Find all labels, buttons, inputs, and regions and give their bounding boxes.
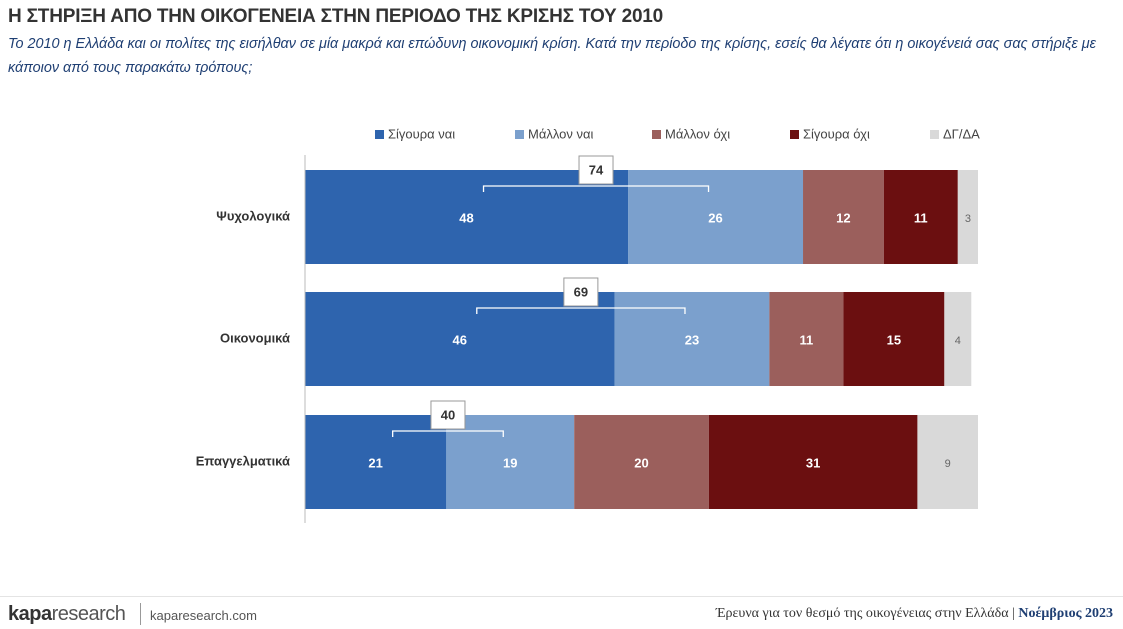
- legend-swatch: [930, 130, 939, 139]
- bracket: [392, 430, 504, 437]
- survey-name: Έρευνα για τον θεσμό της οικογένειας στη…: [715, 606, 1009, 621]
- footer-site: kaparesearch.com: [150, 608, 257, 623]
- value-label: 21: [368, 455, 382, 470]
- logo-suffix: research: [51, 603, 126, 625]
- bar-segment: [769, 292, 844, 386]
- category-label: Επαγγελματικά: [196, 453, 290, 468]
- footer-survey: Έρευνα για τον θεσμό της οικογένειας στη…: [715, 606, 1113, 621]
- footer-divider: [0, 596, 1123, 597]
- bar-segment: [883, 170, 958, 264]
- legend-label: Μάλλον ναι: [528, 126, 594, 141]
- bracket: [482, 185, 710, 192]
- category-label: Οικονομικά: [220, 330, 290, 345]
- total-label: 40: [441, 407, 455, 422]
- chart: Σίγουρα ναι Μάλλον ναι Μάλλον όχι Σίγουρα ό…: [196, 126, 980, 523]
- value-label: 20: [634, 455, 648, 470]
- bar-segment: [917, 415, 978, 509]
- total-label: 74: [589, 162, 604, 177]
- value-label: 46: [453, 332, 467, 347]
- value-label: 19: [503, 455, 517, 470]
- value-label: 48: [459, 210, 473, 225]
- total-box: [563, 277, 599, 307]
- value-label: 11: [914, 210, 928, 225]
- value-label: 15: [887, 332, 901, 347]
- survey-date: Νοέμβριος 2023: [1018, 606, 1113, 621]
- legend-label: Μάλλον όχι: [665, 126, 730, 141]
- legend-label: Σίγουρα ναι: [388, 126, 455, 141]
- total-label: 69: [574, 284, 588, 299]
- bar-segment: [803, 170, 884, 264]
- chart-subtitle: Το 2010 η Ελλάδα και οι πολίτες της εισή…: [8, 36, 1097, 76]
- total-box: [578, 155, 614, 185]
- total-box: [430, 400, 466, 430]
- bar-segment: [574, 415, 709, 509]
- value-label: 11: [800, 332, 814, 347]
- footer-separator: [140, 603, 141, 625]
- legend-swatch: [790, 130, 799, 139]
- chart-title: Η ΣΤΗΡΙΞΗ ΑΠΟ ΤΗΝ ΟΙΚΟΓΕΝΕΙΑ ΣΤΗΝ ΠΕΡΙΟΔ…: [8, 6, 664, 27]
- bar-segment: [944, 292, 972, 386]
- legend-swatch: [375, 130, 384, 139]
- bar-segment: [843, 292, 945, 386]
- legend-swatch: [515, 130, 524, 139]
- bar-segment: [708, 415, 918, 509]
- value-label: 9: [945, 458, 951, 470]
- logo: kaparesearch: [8, 603, 126, 626]
- value-label: 4: [955, 335, 961, 347]
- value-label: 23: [685, 332, 699, 347]
- bracket: [476, 307, 686, 314]
- legend-swatch: [652, 130, 661, 139]
- value-label: 26: [708, 210, 722, 225]
- legend-label: Σίγουρα όχι: [803, 126, 870, 141]
- value-label: 3: [965, 213, 971, 225]
- value-label: 12: [836, 210, 850, 225]
- bar-segment: [957, 170, 978, 264]
- logo-brand: kapa: [8, 603, 52, 625]
- category-label: Ψυχολογικά: [216, 208, 290, 223]
- value-label: 31: [806, 455, 820, 470]
- legend-label: ΔΓ/ΔΑ: [943, 126, 980, 141]
